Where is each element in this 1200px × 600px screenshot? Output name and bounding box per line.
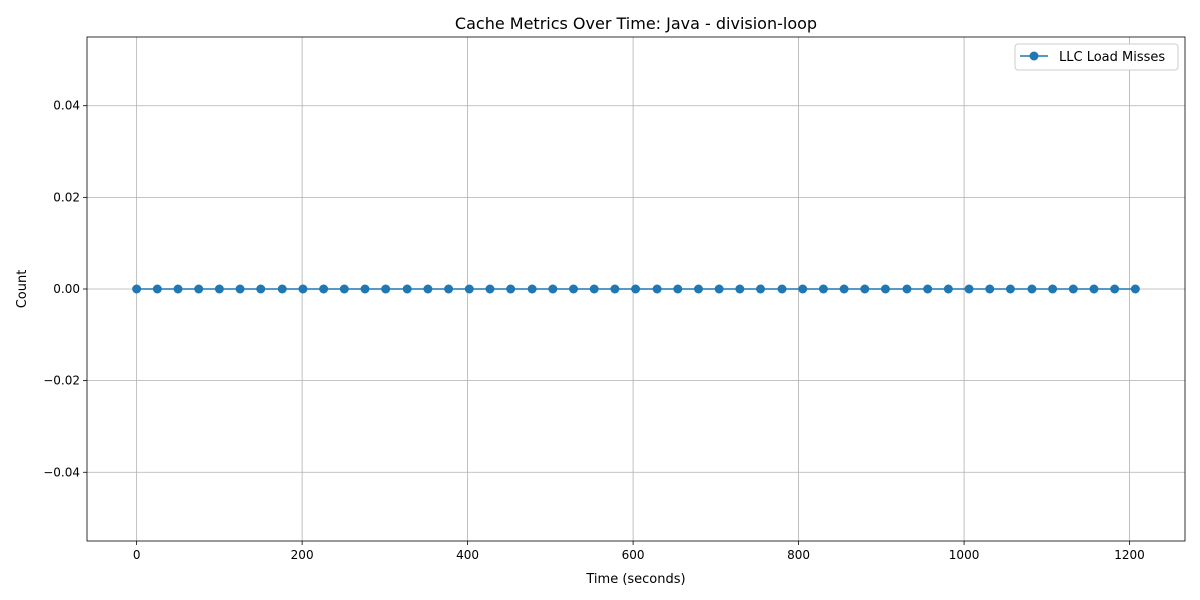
x-tick-label: 1000 (949, 548, 980, 562)
x-tick-label: 600 (622, 548, 645, 562)
data-point (943, 284, 953, 294)
data-point (798, 284, 808, 294)
y-tick-label: 0.04 (53, 99, 80, 113)
data-point (839, 284, 849, 294)
data-point (548, 284, 558, 294)
data-point (610, 284, 620, 294)
data-point (1130, 284, 1140, 294)
data-point (902, 284, 912, 294)
data-point (1005, 284, 1015, 294)
data-point (527, 284, 537, 294)
series-layer (132, 284, 1140, 294)
data-point (235, 284, 245, 294)
data-point (673, 284, 683, 294)
data-point (693, 284, 703, 294)
data-point (818, 284, 828, 294)
x-axis-ticks: 0 200 400 600 800 1000 1200 (133, 541, 1145, 562)
x-tick-label: 200 (291, 548, 314, 562)
data-point (214, 284, 224, 294)
data-point (860, 284, 870, 294)
y-axis-label: Count (15, 270, 30, 309)
chart-title: Cache Metrics Over Time: Java - division… (455, 14, 817, 33)
legend-box (1014, 43, 1179, 71)
data-point (631, 284, 641, 294)
data-point (735, 284, 745, 294)
data-point (485, 284, 495, 294)
data-point (464, 284, 474, 294)
x-tick-label: 1200 (1114, 548, 1145, 562)
data-point (423, 284, 433, 294)
x-axis-label: Time (seconds) (585, 572, 685, 587)
data-point (964, 284, 974, 294)
data-point (1048, 284, 1058, 294)
data-point (652, 284, 662, 294)
y-axis-ticks: −0.04 −0.02 0.00 0.02 0.04 (43, 99, 87, 479)
data-point (152, 284, 162, 294)
y-tick-label: −0.02 (43, 374, 80, 388)
data-point (1089, 284, 1099, 294)
legend-marker-swatch (1029, 51, 1039, 61)
legend-label: LLC Load Misses (1059, 50, 1165, 65)
y-tick-label: −0.04 (43, 465, 80, 479)
x-tick-label: 800 (787, 548, 810, 562)
data-point (360, 284, 370, 294)
data-point (777, 284, 787, 294)
data-point (298, 284, 308, 294)
data-point (339, 284, 349, 294)
data-point (1027, 284, 1037, 294)
x-tick-label: 0 (133, 548, 141, 562)
data-point (985, 284, 995, 294)
data-point (756, 284, 766, 294)
legend: LLC Load Misses (1014, 43, 1179, 71)
data-point (277, 284, 287, 294)
data-point (880, 284, 890, 294)
data-point (381, 284, 391, 294)
data-point (589, 284, 599, 294)
data-point (444, 284, 454, 294)
data-point (194, 284, 204, 294)
data-point (506, 284, 516, 294)
data-point (256, 284, 266, 294)
data-point (1110, 284, 1120, 294)
data-point (714, 284, 724, 294)
data-point (173, 284, 183, 294)
data-point (569, 284, 579, 294)
data-point (1068, 284, 1078, 294)
data-point (402, 284, 412, 294)
x-tick-label: 400 (456, 548, 479, 562)
y-tick-label: 0.02 (53, 190, 80, 204)
data-point (923, 284, 933, 294)
data-point (319, 284, 329, 294)
y-tick-label: 0.00 (53, 282, 80, 296)
data-point (132, 284, 142, 294)
